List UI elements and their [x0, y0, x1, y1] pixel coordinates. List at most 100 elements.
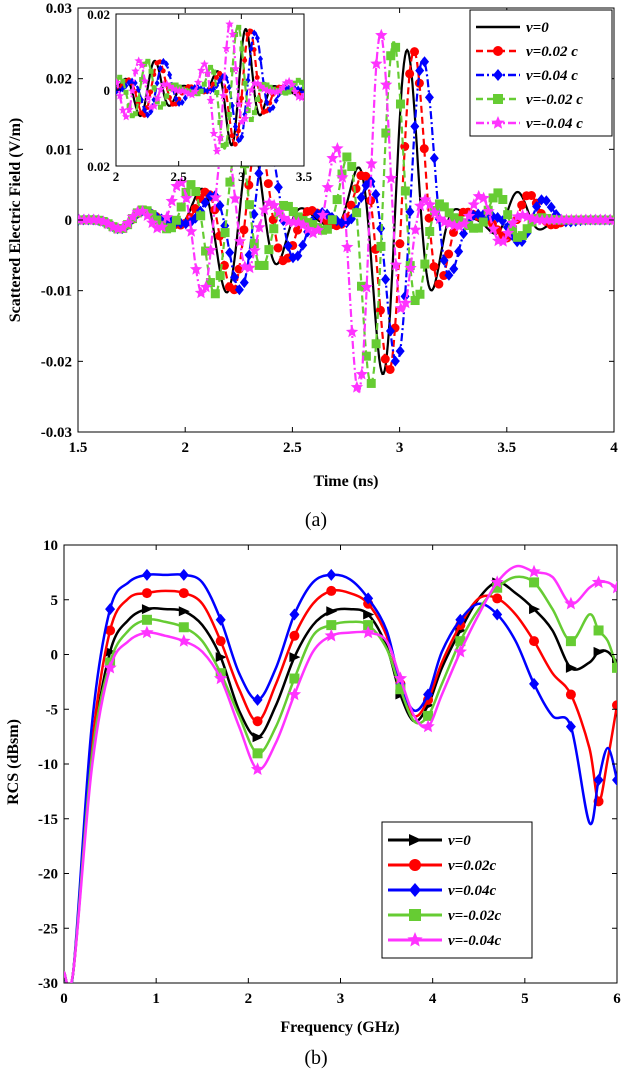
panel-a-series-marker-3	[303, 218, 313, 228]
inset-series-marker-4	[125, 105, 134, 114]
inset-series-marker-2	[145, 111, 151, 119]
panel-a-series-marker-2	[283, 240, 293, 252]
panel-b-x-tick-label: 6	[613, 991, 621, 1007]
panel-a-series-marker-4	[360, 280, 373, 293]
panel-a-series-marker-4	[165, 194, 178, 207]
panel-a-y-label: Scattered Electric Field (V/m)	[7, 118, 24, 323]
panel-b-series-marker-4	[287, 687, 302, 701]
inset-series-marker-3	[292, 80, 298, 86]
panel-a-series-marker-2	[420, 56, 430, 68]
inset-series-marker-3	[214, 90, 220, 96]
panel-a-series-marker-4	[272, 205, 286, 218]
panel-a-series-marker-3	[527, 217, 537, 227]
panel-a-series-marker-2	[439, 254, 449, 266]
panel-b-series-marker-4	[527, 564, 541, 578]
panel-b-caption: (b)	[304, 1047, 327, 1069]
panel-a-x-tick-label: 3.5	[497, 440, 516, 456]
panel-a-series-marker-3	[225, 177, 235, 187]
panel-a-series-marker-1	[400, 141, 410, 151]
panel-b-series-marker-3	[593, 625, 604, 636]
panel-a-series-marker-2	[424, 91, 434, 103]
panel-b-series-marker-1	[565, 689, 576, 700]
panel-a-legend-label-4: v=-0.04 c	[526, 116, 583, 132]
panel-a-series-marker-3	[512, 232, 522, 242]
panel-b-series-marker-1	[612, 700, 617, 711]
panel-b-series-marker-2	[363, 592, 374, 605]
inset-series-marker-3	[226, 111, 232, 117]
panel-b-series-marker-3	[141, 614, 152, 625]
panel-b-series-marker-0	[289, 652, 301, 663]
panel-b-series-marker-1	[105, 625, 116, 636]
inset-series-marker-4	[156, 85, 165, 94]
inset-series-line-4	[116, 22, 304, 153]
inset-series-marker-3	[242, 80, 248, 86]
panel-a-series-marker-2	[230, 271, 240, 283]
panel-a-series-marker-4	[467, 198, 480, 210]
panel-a-series-marker-3	[166, 223, 176, 233]
panel-a-series-marker-4	[204, 243, 217, 256]
inset-series-marker-4	[219, 91, 228, 100]
panel-a-series-marker-1	[444, 249, 454, 259]
inset-series-marker-1	[141, 112, 147, 118]
inset-series-marker-4	[284, 76, 294, 85]
panel-a-series-marker-3	[386, 51, 396, 61]
inset-series-marker-1	[245, 31, 251, 37]
inset-series-marker-4	[121, 112, 131, 121]
panel-a-series-marker-1	[424, 213, 434, 223]
inset-series-marker-3	[208, 64, 214, 70]
inset-series-marker-4	[237, 117, 247, 126]
inset-series-marker-1	[235, 128, 241, 134]
panel-a-series-marker-3	[473, 223, 483, 233]
panel-a-series-marker-3	[449, 213, 459, 223]
panel-a-series-marker-3	[196, 211, 206, 221]
panel-b-series-marker-2	[289, 608, 300, 621]
panel-b-x-tick-label: 3	[337, 991, 345, 1007]
panel-a-x-tick-label: 2.5	[283, 440, 302, 456]
panel-b-series-marker-3	[612, 662, 617, 673]
panel-b-series-marker-0	[215, 652, 227, 663]
inset-series-marker-4	[116, 78, 121, 87]
panel-a-series-marker-3	[332, 195, 342, 205]
panel-a-series-marker-1	[439, 271, 449, 281]
panel-a-series-marker-3	[517, 231, 527, 241]
panel-a-series-marker-4	[477, 191, 490, 204]
panel-a-series-marker-3	[508, 225, 518, 235]
panel-b-series-marker-4	[103, 660, 117, 674]
panel-a-legend-marker-2	[493, 69, 503, 81]
panel-a-series-marker-1	[263, 179, 273, 189]
panel-a-series-marker-3	[152, 215, 162, 225]
panel-a-series-marker-4	[604, 213, 614, 226]
panel-a-x-tick-label: 4	[610, 440, 618, 456]
panel-b-series-marker-2	[141, 568, 152, 581]
panel-b-series-marker-0	[593, 646, 605, 657]
panel-b-series-marker-4	[610, 580, 617, 594]
panel-a-series-marker-3	[376, 241, 386, 251]
panel-b-series-marker-0	[141, 604, 153, 615]
panel-a-series-marker-3	[391, 42, 401, 52]
panel-b-x-label: Frequency (GHz)	[280, 1019, 399, 1036]
panel-a-series-marker-3	[205, 278, 215, 288]
panel-b-y-label: RCS (dBsm)	[5, 719, 22, 805]
panel-b-y-tick-label: -20	[38, 867, 58, 883]
panel-a-series-marker-1	[434, 279, 444, 289]
panel-a-series-marker-3	[201, 246, 211, 256]
panel-b-legend-marker-0	[409, 834, 422, 846]
panel-b-series-marker-2	[105, 603, 116, 616]
panel-a-series-marker-3	[269, 224, 279, 234]
panel-a-series-marker-3	[220, 228, 230, 238]
panel-a-y-tick-label: -0.01	[41, 284, 72, 300]
panel-b-series-marker-2	[326, 568, 337, 581]
inset-series-marker-2	[264, 98, 270, 106]
panel-a-series-marker-3	[400, 186, 410, 196]
panel-b-series-marker-4	[214, 671, 228, 685]
inset-series-marker-1	[229, 133, 235, 139]
inset-series-marker-3	[217, 120, 223, 126]
inset-series-marker-3	[123, 89, 129, 95]
inset-series-marker-3	[258, 86, 264, 92]
inset-series-marker-3	[135, 96, 141, 102]
panel-b-series-marker-3	[492, 582, 503, 593]
panel-a-series-marker-3	[381, 128, 391, 138]
panel-a-series-marker-3	[191, 187, 201, 197]
panel-b-series-marker-4	[250, 762, 265, 775]
panel-b-series-line-3	[64, 575, 617, 983]
